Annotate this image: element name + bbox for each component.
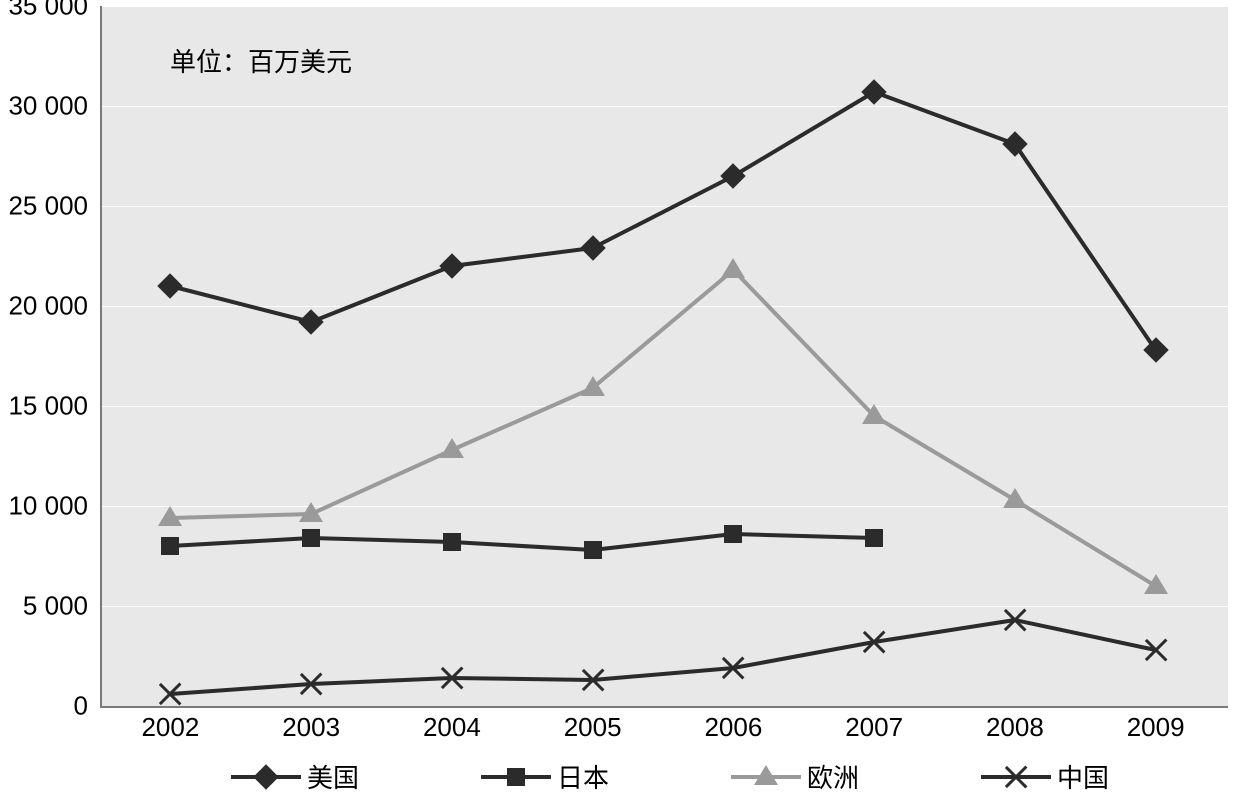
triangle-marker xyxy=(721,258,745,278)
series-line xyxy=(170,92,1155,350)
x-tick-label: 2004 xyxy=(423,712,481,743)
triangle-marker xyxy=(440,438,464,458)
cross-marker xyxy=(441,667,463,689)
triangle-marker xyxy=(158,506,182,526)
y-tick-label: 5 000 xyxy=(0,591,88,622)
legend-label: 中国 xyxy=(1057,758,1109,795)
legend-sample xyxy=(981,765,1051,789)
cross-marker xyxy=(582,669,604,691)
y-tick-label: 10 000 xyxy=(0,491,88,522)
square-marker xyxy=(724,525,742,543)
legend-label: 美国 xyxy=(307,758,359,795)
cross-marker xyxy=(1004,609,1026,631)
legend-sample xyxy=(231,765,301,789)
square-marker xyxy=(302,529,320,547)
legend-sample xyxy=(731,765,801,789)
y-tick-label: 0 xyxy=(0,691,88,722)
triangle-marker xyxy=(581,376,605,396)
cross-marker xyxy=(1005,766,1027,788)
legend-label: 欧洲 xyxy=(807,758,859,795)
triangle-marker xyxy=(299,502,323,522)
y-tick-label: 35 000 xyxy=(0,0,88,22)
x-tick-label: 2003 xyxy=(282,712,340,743)
legend-item: 美国 xyxy=(231,758,359,795)
legend: 美国 日本 欧洲 中国 xyxy=(170,758,1170,795)
legend-item: 日本 xyxy=(481,758,609,795)
x-tick-label: 2008 xyxy=(986,712,1044,743)
cross-marker xyxy=(159,683,181,705)
y-tick-label: 15 000 xyxy=(0,391,88,422)
series-line xyxy=(170,534,874,550)
y-tick-label: 30 000 xyxy=(0,91,88,122)
cross-marker xyxy=(300,673,322,695)
square-marker xyxy=(507,768,525,786)
cross-marker xyxy=(722,657,744,679)
y-tick-label: 20 000 xyxy=(0,291,88,322)
triangle-marker xyxy=(862,404,886,424)
x-tick-label: 2002 xyxy=(141,712,199,743)
legend-item: 欧洲 xyxy=(731,758,859,795)
triangle-marker xyxy=(1144,574,1168,594)
legend-item: 中国 xyxy=(981,758,1109,795)
diamond-marker xyxy=(253,764,278,789)
square-marker xyxy=(443,533,461,551)
legend-label: 日本 xyxy=(557,758,609,795)
y-tick-label: 25 000 xyxy=(0,191,88,222)
square-marker xyxy=(584,541,602,559)
cross-marker xyxy=(1145,639,1167,661)
x-tick-label: 2005 xyxy=(564,712,622,743)
triangle-marker xyxy=(1003,488,1027,508)
x-tick-label: 2006 xyxy=(704,712,762,743)
x-tick-label: 2009 xyxy=(1127,712,1185,743)
lines-svg xyxy=(0,0,1236,792)
triangle-marker xyxy=(754,765,778,785)
cross-marker xyxy=(863,631,885,653)
square-marker xyxy=(865,529,883,547)
x-tick-label: 2007 xyxy=(845,712,903,743)
chart-container: 0 5 000 10 000 15 000 20 000 25 000 30 000 35 0… xyxy=(0,0,1236,792)
legend-sample xyxy=(481,765,551,789)
square-marker xyxy=(161,537,179,555)
unit-label: 单位：百万美元 xyxy=(170,42,352,79)
